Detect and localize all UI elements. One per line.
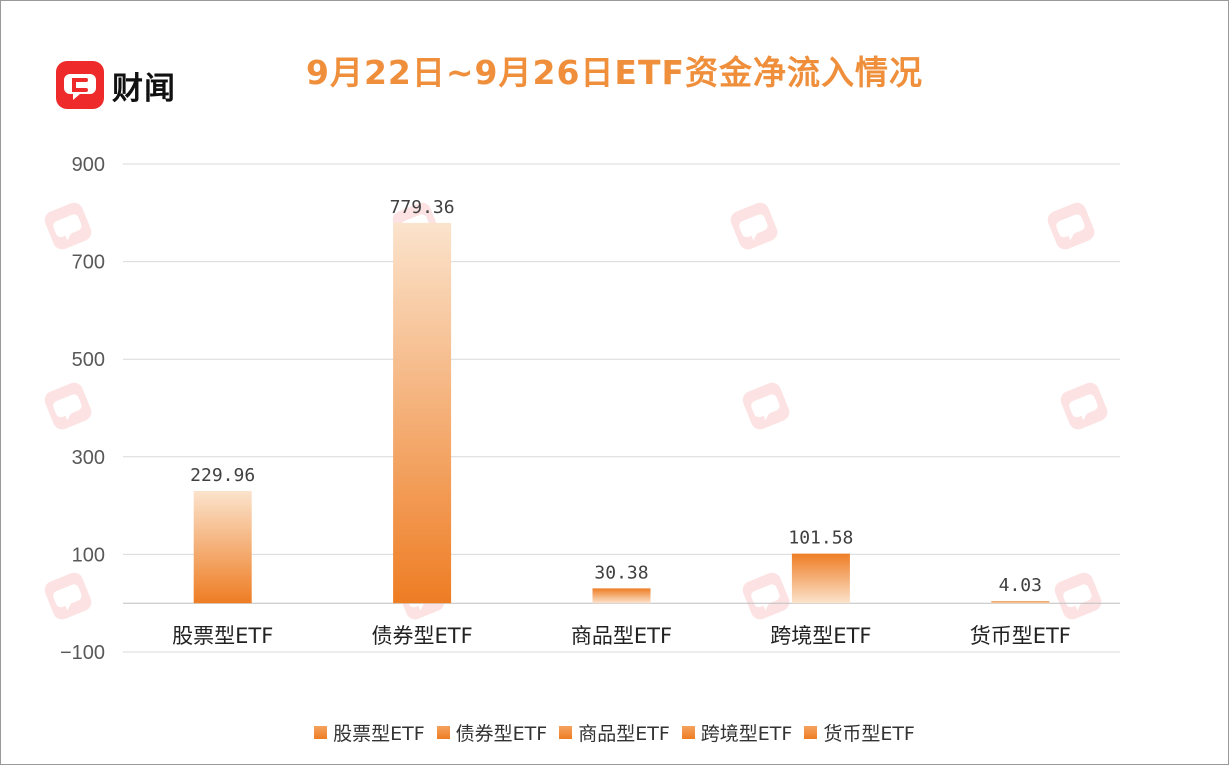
legend-item: 货币型ETF xyxy=(804,719,915,746)
y-tick-label: 500 xyxy=(72,349,105,371)
watermark-logo-icon xyxy=(1060,382,1108,430)
y-tick-label: −100 xyxy=(60,642,105,664)
category-label: 货币型ETF xyxy=(970,624,1071,648)
legend-label: 股票型ETF xyxy=(333,723,425,745)
category-label: 债券型ETF xyxy=(372,624,473,648)
watermark-logo-icon xyxy=(1054,572,1102,620)
data-label: 229.96 xyxy=(190,465,255,486)
y-tick-label: 100 xyxy=(72,544,105,566)
data-label: 4.03 xyxy=(999,575,1042,596)
watermark-logo-icon xyxy=(44,202,92,250)
legend-item: 商品型ETF xyxy=(559,719,670,746)
legend-swatch xyxy=(559,726,573,739)
legend-item: 债券型ETF xyxy=(436,719,548,746)
bar xyxy=(791,553,850,604)
data-label: 101.58 xyxy=(788,528,853,549)
watermark-logo-icon xyxy=(742,382,790,430)
watermark-logo-icon xyxy=(44,382,92,430)
bar xyxy=(592,588,651,604)
chart-legend: 股票型ETF 债券型ETF 商品型ETF 跨境型ETF 货币型ETF xyxy=(0,719,1229,746)
legend-swatch xyxy=(314,726,328,739)
watermark-logo-icon xyxy=(730,202,778,250)
bar xyxy=(193,490,252,604)
watermark-logo-icon xyxy=(742,572,790,620)
category-label: 跨境型ETF xyxy=(770,624,871,648)
legend-label: 商品型ETF xyxy=(578,723,670,745)
legend-label: 货币型ETF xyxy=(823,723,915,745)
legend-swatch xyxy=(436,726,450,739)
category-label: 股票型ETF xyxy=(172,624,273,648)
bar xyxy=(991,601,1050,604)
data-label: 30.38 xyxy=(594,562,648,583)
legend-swatch xyxy=(804,726,818,739)
legend-label: 跨境型ETF xyxy=(700,723,793,745)
y-tick-label: 300 xyxy=(72,447,105,469)
y-tick-label: 700 xyxy=(72,252,105,274)
chart-title: 9月22日~9月26日ETF资金净流入情况 xyxy=(305,53,923,92)
legend-item: 股票型ETF xyxy=(314,719,425,746)
legend-item: 跨境型ETF xyxy=(681,719,793,746)
chat-bubble-logo-icon xyxy=(56,61,104,109)
brand-logo: 财闻 xyxy=(56,61,176,109)
watermark-logo-icon xyxy=(1047,202,1095,250)
brand-name: 财闻 xyxy=(112,70,176,107)
legend-label: 债券型ETF xyxy=(455,723,548,745)
data-label: 779.36 xyxy=(390,197,455,218)
y-tick-label: 900 xyxy=(72,154,105,176)
watermark-logo-icon xyxy=(44,572,92,620)
category-label: 商品型ETF xyxy=(571,624,672,648)
legend-swatch xyxy=(681,726,695,739)
bar xyxy=(393,222,452,604)
